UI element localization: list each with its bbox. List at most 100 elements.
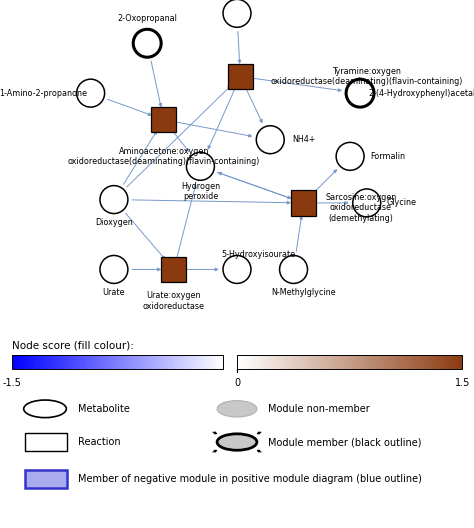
Bar <box>133 355 135 369</box>
Bar <box>121 355 123 369</box>
Bar <box>237 355 462 369</box>
Bar <box>245 355 246 369</box>
Bar <box>411 355 413 369</box>
Bar <box>163 355 165 369</box>
Bar <box>166 355 168 369</box>
Bar <box>293 355 295 369</box>
Bar <box>331 355 333 369</box>
Bar <box>344 355 346 369</box>
Bar <box>116 355 117 369</box>
Text: 5-Hydroxyisourate: 5-Hydroxyisourate <box>221 250 296 259</box>
Bar <box>304 355 306 369</box>
Bar <box>365 355 366 369</box>
Bar <box>258 355 260 369</box>
Bar <box>72 355 73 369</box>
Bar <box>56 355 57 369</box>
Text: Glycine: Glycine <box>387 199 417 208</box>
Bar <box>64 355 66 369</box>
Bar <box>52 355 54 369</box>
Bar <box>391 355 393 369</box>
Bar <box>19 355 21 369</box>
Bar <box>389 355 391 369</box>
Bar <box>73 355 75 369</box>
Bar <box>109 355 110 369</box>
Bar <box>288 355 290 369</box>
Bar <box>86 355 87 369</box>
Text: 1.5: 1.5 <box>455 378 470 388</box>
Bar <box>54 355 56 369</box>
Bar <box>348 355 350 369</box>
Bar <box>210 355 212 369</box>
Bar <box>14 355 15 369</box>
Circle shape <box>256 126 284 154</box>
Bar <box>15 355 17 369</box>
Text: Tyramine:oxygen
oxidoreductase(deaminating)(flavin-containing): Tyramine:oxygen oxidoreductase(deaminati… <box>270 67 463 86</box>
Bar <box>398 355 400 369</box>
Bar <box>170 355 172 369</box>
Bar <box>138 355 140 369</box>
Bar <box>383 355 385 369</box>
Bar <box>243 355 245 369</box>
Bar <box>93 355 94 369</box>
Bar <box>453 355 455 369</box>
Bar <box>451 355 453 369</box>
Bar <box>419 355 421 369</box>
Bar <box>94 355 96 369</box>
Bar <box>51 355 52 369</box>
Bar <box>280 355 282 369</box>
Bar <box>63 355 64 369</box>
Bar <box>319 355 321 369</box>
Bar <box>417 355 419 369</box>
Circle shape <box>100 186 128 213</box>
Bar <box>250 355 252 369</box>
Bar <box>228 64 253 89</box>
Text: N-Methylglycine: N-Methylglycine <box>271 288 336 297</box>
Bar <box>119 355 121 369</box>
Bar <box>42 355 44 369</box>
Text: 2-(4-Hydroxyphenyl)acetaldehyde: 2-(4-Hydroxyphenyl)acetaldehyde <box>368 89 474 98</box>
Bar <box>91 355 93 369</box>
Bar <box>33 355 35 369</box>
Bar <box>203 355 205 369</box>
Circle shape <box>186 153 214 180</box>
Bar <box>312 355 314 369</box>
Bar <box>126 355 128 369</box>
Bar <box>376 355 378 369</box>
Bar <box>329 355 331 369</box>
Bar <box>135 355 137 369</box>
Bar <box>335 355 337 369</box>
Bar <box>168 355 170 369</box>
Bar <box>428 355 430 369</box>
Bar <box>355 355 357 369</box>
Bar <box>325 355 327 369</box>
Bar <box>87 355 89 369</box>
Bar <box>158 355 159 369</box>
Circle shape <box>133 29 161 57</box>
Bar <box>297 355 299 369</box>
Text: Dioxygen: Dioxygen <box>95 218 133 227</box>
Text: -1.5: -1.5 <box>2 378 21 388</box>
Bar <box>248 355 250 369</box>
Bar <box>372 355 374 369</box>
Bar <box>200 355 201 369</box>
Bar <box>306 355 308 369</box>
Bar <box>387 355 389 369</box>
Bar <box>323 355 325 369</box>
Bar <box>340 355 342 369</box>
Bar <box>47 355 49 369</box>
Bar <box>21 355 22 369</box>
Bar <box>198 355 200 369</box>
Bar <box>239 355 241 369</box>
Bar <box>212 355 214 369</box>
Bar <box>181 355 182 369</box>
Bar <box>303 355 305 369</box>
Bar <box>154 355 156 369</box>
Text: Sarcosine:oxygen
oxidoreductase
(demethylating): Sarcosine:oxygen oxidoreductase (demethy… <box>325 193 396 223</box>
Bar <box>107 355 109 369</box>
Text: Metabolite: Metabolite <box>78 404 130 414</box>
Circle shape <box>336 143 364 171</box>
Bar <box>17 355 19 369</box>
Bar <box>290 355 292 369</box>
Text: Module non-member: Module non-member <box>268 404 370 414</box>
Text: 2-Oxopropanal: 2-Oxopropanal <box>117 14 177 23</box>
